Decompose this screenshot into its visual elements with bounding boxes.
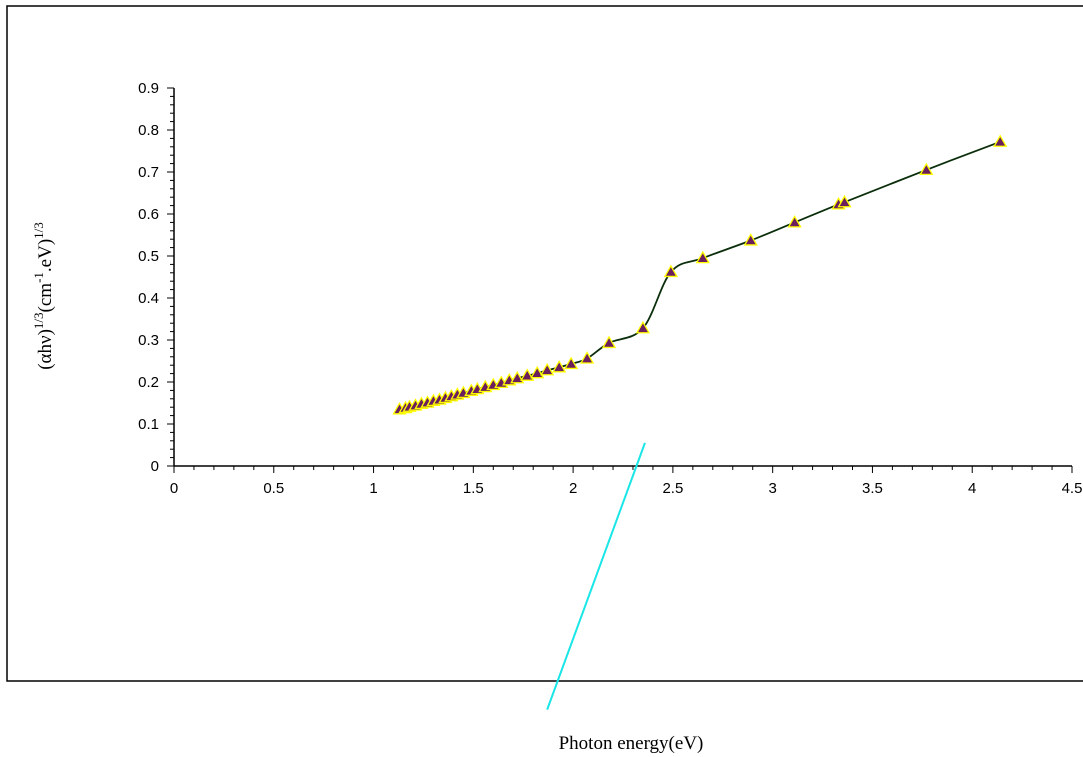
- tangent-line: [546, 442, 646, 710]
- data-point: [520, 368, 535, 381]
- y-tick-label: 0.9: [138, 80, 159, 97]
- y-axis-title: (αhν)1/3(cm-1.eV)1/3: [31, 222, 56, 370]
- y-tick-label: 0.7: [138, 164, 159, 181]
- data-point: [540, 362, 555, 376]
- axes: [173, 88, 1072, 467]
- x-tick-label: 2.5: [662, 480, 683, 497]
- data-point: [663, 264, 679, 278]
- y-tick-label: 0: [151, 458, 159, 475]
- data-point: [579, 351, 595, 364]
- data-point: [919, 162, 934, 176]
- x-axis-title: Photon energy(eV): [559, 733, 704, 754]
- data-point: [743, 233, 758, 246]
- x-tick-label: 0.5: [263, 480, 284, 497]
- data-point: [510, 370, 525, 384]
- data-point: [993, 134, 1008, 147]
- x-tick-label: 3.5: [862, 480, 883, 497]
- x-tick-label: 3: [768, 480, 776, 497]
- y-tick-label: 0.8: [138, 122, 159, 139]
- y-ticks: 0 0.1 0.2 0.3 0.4 0.5 0.6 0.7 0.8 0.9: [138, 80, 174, 475]
- x-tick-label: 2: [569, 480, 577, 497]
- y-tick-label: 0.2: [138, 374, 159, 391]
- data-point: [787, 215, 802, 228]
- data-point: [635, 320, 651, 334]
- x-tick-label: 0: [170, 480, 178, 497]
- data-point: [601, 335, 617, 349]
- chart-frame: [6, 5, 1083, 682]
- data-point: [695, 250, 710, 264]
- data-point: [837, 194, 852, 208]
- x-ticks: 0 0.5 1 1.5 2 2.5 3 3.5 4 4.5: [170, 466, 1083, 497]
- y-tick-label: 0.6: [138, 206, 159, 223]
- markers: [392, 134, 1008, 415]
- y-tick-label: 0.1: [138, 416, 159, 433]
- y-tick-label: 0.5: [138, 248, 159, 265]
- data-point: [552, 359, 567, 373]
- x-tick-label: 4: [968, 480, 976, 497]
- x-tick-label: 4.5: [1062, 480, 1083, 497]
- y-tick-label: 0.3: [138, 332, 159, 349]
- x-tick-label: 1: [369, 480, 377, 497]
- data-point: [563, 356, 579, 370]
- x-tick-label: 1.5: [463, 480, 484, 497]
- annotation: [546, 442, 646, 710]
- y-tick-label: 0.4: [138, 290, 159, 307]
- data-point: [530, 365, 545, 379]
